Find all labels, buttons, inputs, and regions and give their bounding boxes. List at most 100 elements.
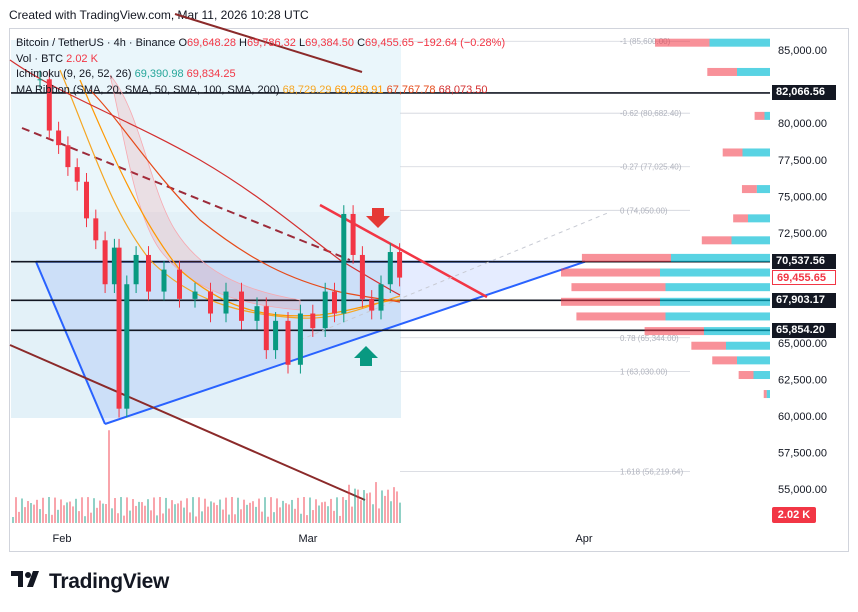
- candle-body: [239, 291, 244, 321]
- volume-profile-bear: [722, 148, 743, 157]
- volume-bar: [114, 498, 116, 523]
- x-tick-label: Apr: [575, 533, 592, 545]
- triangle-fill: [36, 261, 585, 424]
- volume-bar: [75, 498, 77, 523]
- volume-profile-bear: [561, 268, 660, 277]
- brand-footer[interactable]: TradingView: [11, 569, 169, 594]
- y-tick-label: 65,000.00: [778, 338, 827, 350]
- volume-bar: [267, 516, 269, 523]
- symbol-label[interactable]: Bitcoin / TetherUS · 4h · Binance: [16, 37, 176, 49]
- volume-profile-bull: [709, 38, 770, 47]
- fib-level-label: 0.78 (65,344.00): [620, 334, 679, 343]
- volume-bar: [366, 493, 368, 523]
- volume-bar: [234, 514, 236, 523]
- volume-bar: [210, 501, 212, 523]
- fib-level-label: 1.618 (56,219.64): [620, 467, 683, 476]
- volume-bar: [294, 508, 296, 523]
- volume-bar: [42, 497, 44, 523]
- legend-row-symbol: Bitcoin / TetherUS · 4h · Binance O69,64…: [16, 36, 505, 52]
- volume-bar: [291, 499, 293, 523]
- legend-row-volume: Vol · BTC 2.02 K: [16, 52, 505, 68]
- candle-body: [378, 284, 384, 311]
- volume-bar: [330, 498, 332, 523]
- ma-value-200: 68,073.50: [438, 83, 488, 96]
- volume-bar: [90, 512, 92, 523]
- legend-row-ichimoku: Ichimoku (9, 26, 52, 26) 69,390.98 69,83…: [16, 67, 505, 83]
- descending-resistance: [319, 203, 488, 299]
- ohlc-low: L69,384.50: [298, 37, 355, 49]
- chart-legend: Bitcoin / TetherUS · 4h · Binance O69,64…: [16, 36, 505, 98]
- volume-bar: [150, 510, 152, 523]
- volume-bar: [336, 497, 338, 523]
- ohlc-change: −192.64 (−0.28%): [417, 37, 506, 49]
- volume-profile-bull: [748, 214, 770, 223]
- volume-profile-bull: [665, 283, 770, 292]
- volume-bar: [201, 511, 203, 523]
- volume-bar: [15, 497, 17, 523]
- ohlc-open: O69,648.28: [178, 37, 236, 49]
- volume-bar: [102, 503, 104, 523]
- volume-bar: [324, 501, 326, 523]
- y-tick-label: 72,500.00: [778, 228, 827, 240]
- triangle-left-edge: [35, 261, 106, 425]
- candle-body: [341, 213, 347, 314]
- x-tick-label: Mar: [299, 533, 318, 545]
- volume-bar: [69, 501, 71, 523]
- volume-bar: [36, 499, 38, 523]
- candle-body: [146, 254, 151, 292]
- candle-body: [56, 130, 62, 146]
- volume-bar: [327, 506, 329, 523]
- dashed-trendline: [21, 127, 351, 261]
- volume-bar: [222, 509, 224, 523]
- volume-bar: [375, 482, 377, 523]
- candle-body: [254, 306, 260, 321]
- volume-bar: [351, 506, 353, 523]
- volume-profile-bear: [733, 214, 748, 223]
- volume-bar: [273, 512, 275, 523]
- volume-bar: [129, 510, 131, 523]
- volume-bar: [396, 491, 398, 523]
- brand-name: TradingView: [49, 569, 170, 593]
- volume-bar: [318, 505, 320, 523]
- fib-level-label: -0.62 (80,682.40): [620, 109, 682, 118]
- volume-profile-bull: [764, 111, 770, 120]
- volume-bar: [24, 507, 26, 523]
- volume-bar: [96, 507, 98, 523]
- volume-bar: [93, 498, 95, 523]
- volume-bar: [108, 430, 110, 523]
- candle-body: [46, 79, 52, 131]
- volume-label[interactable]: Vol · BTC: [16, 52, 64, 65]
- candle-body: [310, 313, 316, 329]
- price-chart[interactable]: -1 (85,600.00) -0.62 (80,682.40) -0.27 (77…: [0, 0, 858, 560]
- volume-bar: [399, 502, 401, 523]
- y-tick-label: 57,500.00: [778, 448, 827, 460]
- volume-bar: [354, 488, 356, 523]
- volume-bar: [297, 497, 299, 523]
- volume-bar: [183, 507, 185, 523]
- volume-profile-bear: [561, 297, 660, 306]
- candle-body: [285, 320, 291, 365]
- ma-ribbon-label[interactable]: MA Ribbon (SMA, 20, SMA, 50, SMA, 100, S…: [16, 83, 280, 96]
- volume-bar: [315, 499, 317, 523]
- candle-body: [263, 306, 269, 351]
- candle-body: [208, 291, 213, 314]
- ichimoku-label[interactable]: Ichimoku (9, 26, 52, 26): [16, 68, 132, 80]
- volume-profile-bull: [665, 312, 770, 321]
- volume-profile-bear: [644, 327, 704, 336]
- volume-bar: [270, 497, 272, 523]
- ma-value-50: 69,269.91: [334, 83, 384, 96]
- upper-channel-line: [174, 13, 363, 73]
- volume-profile-bear: [701, 236, 732, 245]
- y-tick-label: 75,000.00: [778, 191, 827, 203]
- y-tick-label: 80,000.00: [778, 118, 827, 130]
- volume-bar: [393, 487, 395, 523]
- volume-bar: [240, 509, 242, 523]
- volume-bar: [30, 503, 32, 523]
- volume-bar: [231, 497, 233, 523]
- volume-bar: [39, 509, 41, 523]
- volume-bar: [357, 489, 359, 523]
- y-tick-label: 77,500.00: [778, 155, 827, 167]
- volume-bar: [147, 499, 149, 523]
- volume-bar: [372, 504, 374, 523]
- volume-profile-bear: [581, 253, 671, 262]
